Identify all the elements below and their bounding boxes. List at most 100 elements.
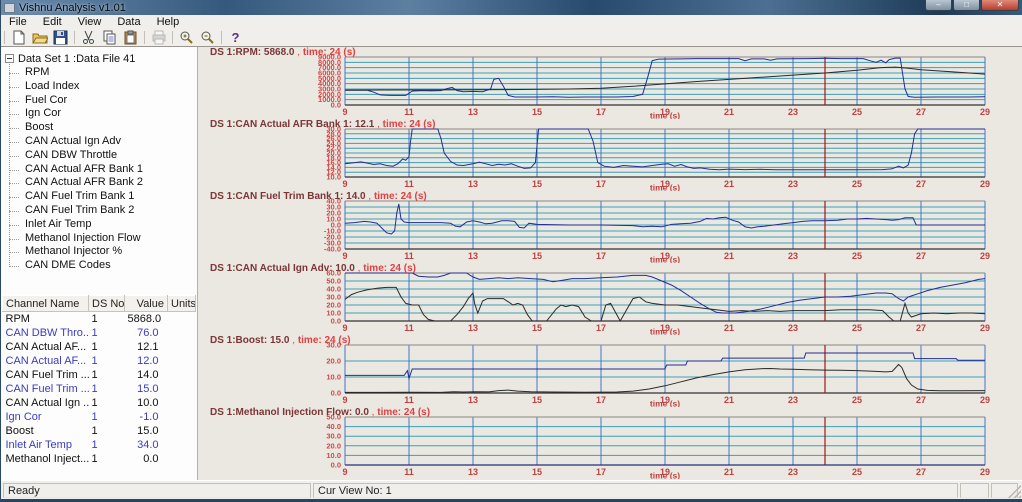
close-button[interactable]: ✕	[981, 0, 1019, 11]
table-row[interactable]: Boost 1 15.0	[3, 424, 196, 438]
svg-text:28.0: 28.0	[326, 129, 341, 138]
table-row[interactable]: Ign Cor 1 -1.0	[3, 410, 196, 424]
chart-plot-ign-adv[interactable]: 60.050.040.030.020.010.00.09 11 13 15 17 19 21…	[203, 263, 1021, 336]
table-row[interactable]: CAN Fuel Trim ... 1 14.0	[3, 368, 196, 382]
paste-button[interactable]	[120, 30, 141, 46]
collapse-icon[interactable]	[5, 54, 14, 63]
tree-children: RPM Load Index Fuel Cor Ign Cor Boost CAN Act…	[9, 64, 143, 273]
chart-rpm: DS 1:RPM: 5868.0 , time: 24 (s) 9000.0 800…	[203, 47, 1021, 119]
menu-data[interactable]: Data	[117, 16, 141, 28]
minimize-button[interactable]: –	[925, 0, 952, 11]
menu-view[interactable]: View	[77, 16, 102, 28]
column-header-value[interactable]: Value	[124, 295, 168, 312]
svg-text:time (s): time (s)	[650, 327, 680, 336]
series-fuel-trim-trace	[344, 203, 985, 235]
table-row[interactable]: RPM 1 5868.0	[3, 312, 196, 327]
tree-root[interactable]: Data Set 1 :Data File 41	[3, 51, 143, 66]
tree-item-inlet-air-temp[interactable]: Inlet Air Temp	[9, 218, 143, 232]
svg-text:29: 29	[980, 107, 990, 117]
chart-ign-adv: DS 1:CAN Actual Ign Adv: 10.0 , time: 24…	[203, 263, 1021, 335]
svg-text:17: 17	[596, 179, 606, 189]
chart-plot-boost[interactable]: 30.0 20.0 10.0 0.09 11 13 15 17 19 21 23 25 27 29 time…	[203, 335, 1021, 408]
column-header-units[interactable]: Units	[167, 295, 196, 312]
svg-text:time (s): time (s)	[650, 399, 680, 408]
tree-item-can-dme-codes[interactable]: CAN DME Codes	[9, 259, 143, 273]
tree-item-rpm[interactable]: RPM	[9, 66, 143, 80]
table-row[interactable]: CAN Actual AF... 1 12.1	[3, 340, 196, 354]
cell-ds-no: 1	[91, 453, 98, 465]
tree-item-can-dbw-throttle[interactable]: CAN DBW Throttle	[9, 149, 143, 163]
svg-text:50.0: 50.0	[326, 413, 341, 422]
zoom-in-button[interactable]	[176, 30, 197, 46]
cell-ds-no: 1	[91, 439, 98, 451]
svg-text:30.0: 30.0	[326, 341, 341, 350]
save-button[interactable]	[50, 30, 71, 46]
svg-text:27: 27	[916, 179, 926, 189]
chart-title-separator: ,	[365, 191, 374, 202]
svg-text:23: 23	[788, 107, 798, 117]
column-header-ds-no[interactable]: DS No	[88, 295, 125, 312]
tree-item-can-actual-ign-adv[interactable]: CAN Actual Ign Adv	[9, 135, 143, 149]
svg-text:11: 11	[404, 251, 414, 261]
cell-units	[168, 396, 196, 410]
table-row[interactable]: CAN Fuel Trim ... 1 15.0	[3, 382, 196, 396]
cell-channel-name: CAN Actual AF...	[5, 341, 87, 353]
cell-units	[168, 438, 196, 452]
series-ign-adv-blue-trace	[345, 272, 986, 314]
svg-text:15: 15	[532, 395, 542, 405]
svg-text:29: 29	[980, 395, 990, 405]
table-row[interactable]: Inlet Air Temp 1 34.0	[3, 438, 196, 452]
table-row[interactable]: CAN Actual Ign ... 1 10.0	[3, 396, 196, 410]
open-button[interactable]	[29, 30, 50, 46]
tree-item-can-fuel-trim-bank-2[interactable]: CAN Fuel Trim Bank 2	[9, 204, 143, 218]
table-row[interactable]: CAN Actual AF... 1 12.0	[3, 354, 196, 368]
chart-title-boost: DS 1:Boost: 15.0 , time: 24 (s)	[210, 335, 351, 346]
chart-boost: DS 1:Boost: 15.0 , time: 24 (s) 30.0 20.0 1…	[203, 335, 1021, 407]
svg-text:21: 21	[724, 395, 734, 405]
tree-item-methanol-injection-flow[interactable]: Methanol Injection Flow	[9, 232, 143, 246]
svg-text:17: 17	[596, 107, 606, 117]
table-row[interactable]: Methanol Inject... 1 0.0	[3, 452, 196, 466]
svg-text:21: 21	[724, 251, 734, 261]
chart-plot-methanol-flow[interactable]: 50.040.030.020.010.00.09 11 13 15 17 19 21 23 25…	[203, 407, 1021, 480]
svg-text:13: 13	[468, 179, 478, 189]
svg-text:15: 15	[532, 107, 542, 117]
cell-channel-name: Methanol Inject...	[5, 453, 89, 465]
cell-units	[168, 312, 196, 327]
menu-help[interactable]: Help	[156, 16, 180, 28]
paste-icon	[123, 30, 138, 45]
new-document-button[interactable]	[8, 30, 29, 46]
chart-cursor-time-label: time: 24 (s)	[302, 47, 356, 58]
cell-ds-no: 1	[91, 425, 98, 437]
maximize-button[interactable]: □	[953, 0, 980, 11]
column-header-channel-name[interactable]: Channel Name	[2, 295, 89, 312]
zoom-out-button[interactable]	[197, 30, 218, 46]
tree-item-can-actual-afr-bank-2[interactable]: CAN Actual AFR Bank 2	[9, 176, 143, 190]
svg-text:3000.0: 3000.0	[318, 85, 341, 94]
title-bar: Vishnu Analysis v1.01 – □ ✕	[1, 0, 1022, 15]
svg-text:30.0: 30.0	[326, 293, 341, 302]
tree-item-can-actual-afr-bank-1[interactable]: CAN Actual AFR Bank 1	[9, 163, 143, 177]
tree-item-fuel-cor[interactable]: Fuel Cor	[9, 94, 143, 108]
chart-plot-fuel-trim-bank-1[interactable]: 40.030.020.010.00.0-10.0-20.0-30.0-40.09…	[203, 191, 1021, 264]
menu-file[interactable]: File	[9, 16, 27, 28]
chart-plot-afr-bank-1[interactable]: 30.028.026.024.022.020.018.016.014.012.0…	[203, 119, 1021, 192]
table-row[interactable]: CAN DBW Thro... 1 76.0	[3, 326, 196, 340]
tree-item-boost[interactable]: Boost	[9, 121, 143, 135]
cell-channel-name: CAN Fuel Trim ...	[5, 383, 89, 395]
table-body: RPM 1 5868.0 CAN DBW Thro... 1 76.0 CAN Actual…	[3, 312, 196, 467]
resize-grip[interactable]	[1008, 485, 1021, 498]
svg-text:20.0: 20.0	[326, 149, 341, 158]
svg-text:25: 25	[852, 467, 862, 477]
chart-plot-rpm[interactable]: 9000.08000.07000.06000.05000.04000.03000…	[203, 47, 1021, 120]
tree-item-ign-cor[interactable]: Ign Cor	[9, 107, 143, 121]
help-button[interactable]: ?	[225, 30, 246, 46]
svg-text:17: 17	[596, 395, 606, 405]
copy-button[interactable]	[99, 30, 120, 46]
chart-title-afr-bank-1: DS 1:CAN Actual AFR Bank 1: 12.1 , time:…	[210, 119, 435, 130]
tree-item-methanol-injector[interactable]: Methanol Injector %	[9, 245, 143, 259]
cut-button[interactable]	[78, 30, 99, 46]
tree-item-load-index[interactable]: Load Index	[9, 80, 143, 94]
menu-edit[interactable]: Edit	[42, 16, 62, 28]
tree-item-can-fuel-trim-bank-1[interactable]: CAN Fuel Trim Bank 1	[9, 190, 143, 204]
